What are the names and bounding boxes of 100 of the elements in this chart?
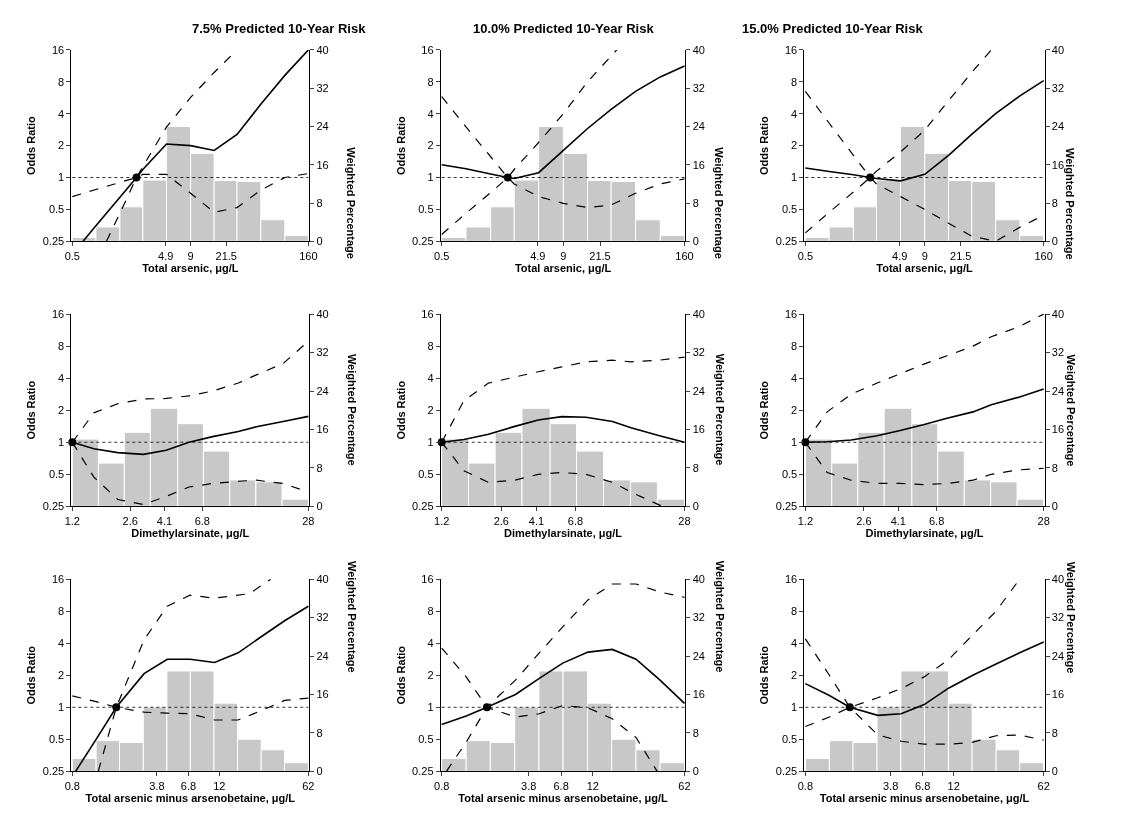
- y2-tick-label: 16: [1051, 158, 1065, 171]
- y-tick-label: 8: [427, 340, 434, 352]
- y-tick-label: 4: [58, 637, 65, 650]
- y2-tick-label: 0: [692, 500, 699, 513]
- y-tick-label: 0.25: [42, 765, 65, 778]
- y2-tick-label: 24: [692, 120, 705, 133]
- y-axis-title: Odds Ratio: [394, 380, 407, 440]
- y-tick-label: 1: [791, 171, 798, 184]
- x-tick-label: 9: [921, 249, 928, 262]
- y2-tick-label: 16: [692, 423, 705, 436]
- x-tick-label: 2.6: [856, 514, 872, 527]
- y2-tick-label: 24: [692, 384, 705, 397]
- y2-tick-label: 24: [692, 649, 705, 662]
- y-tick-label: 4: [58, 107, 65, 120]
- y2-tick-label: 8: [692, 726, 699, 739]
- x-tick-label: 6.8: [194, 514, 210, 527]
- y2-tick-label: 40: [316, 43, 329, 56]
- y2-tick-label: 32: [692, 346, 705, 359]
- y2-axis-title: Weighted Percentage: [344, 147, 357, 259]
- y2-tick-label: 0: [1051, 235, 1058, 248]
- x-axis-title: Dimethylarsinate, μg/L: [865, 526, 984, 539]
- y-tick-label: 4: [791, 637, 798, 650]
- x-axis-title: Dimethylarsinate, μg/L: [504, 526, 623, 539]
- x-tick-label: 28: [1037, 514, 1050, 527]
- y-tick-label: 8: [427, 75, 434, 88]
- x-tick-label: 6.8: [567, 514, 584, 527]
- y2-tick-label: 40: [316, 572, 329, 585]
- y2-tick-label: 16: [692, 688, 705, 701]
- x-axis-title: Total arsenic, μg/L: [514, 261, 612, 274]
- y-tick-label: 0.5: [418, 468, 434, 481]
- y-tick-label: 4: [791, 372, 798, 385]
- y-tick-label: 4: [427, 107, 434, 120]
- x-tick-label: 1.2: [797, 514, 814, 527]
- x-tick-label: 9: [187, 249, 194, 262]
- y-tick-label: 0.25: [42, 235, 65, 248]
- y2-tick-label: 8: [1051, 726, 1058, 739]
- y2-tick-label: 0: [692, 235, 699, 248]
- y-tick-label: 16: [784, 307, 798, 320]
- y2-tick-label: 0: [316, 765, 323, 778]
- y2-tick-label: 8: [692, 196, 699, 209]
- y-tick-label: 16: [51, 307, 65, 320]
- y2-tick-label: 24: [316, 384, 329, 397]
- x-tick-label: 62: [1037, 779, 1050, 792]
- x-tick-label: 2.6: [122, 514, 138, 527]
- y2-tick-label: 32: [1051, 346, 1065, 359]
- y-tick-label: 16: [421, 572, 434, 585]
- y2-tick-label: 32: [1051, 82, 1065, 95]
- y-tick-label: 0.5: [418, 733, 434, 746]
- x-tick-label: 28: [678, 514, 691, 527]
- x-tick-label: 160: [675, 249, 694, 262]
- x-tick-label: 1.2: [64, 514, 80, 527]
- y-tick-label: 0.5: [48, 468, 65, 481]
- y-tick-label: 8: [427, 605, 434, 618]
- y2-tick-label: 32: [316, 611, 329, 624]
- x-tick-label: 3.8: [883, 779, 899, 792]
- y-tick-label: 4: [791, 107, 798, 120]
- y-tick-label: 8: [791, 75, 798, 88]
- y-tick-label: 0.5: [48, 203, 65, 216]
- y2-axis-title: Weighted Percentage: [713, 147, 726, 259]
- y2-tick-label: 40: [1051, 572, 1065, 585]
- y-axis-title: Odds Ratio: [758, 645, 771, 705]
- y-axis-title: Odds Ratio: [25, 380, 38, 440]
- x-tick-label: 0.8: [797, 779, 814, 792]
- y-tick-label: 2: [427, 139, 434, 152]
- y-tick-label: 16: [421, 307, 434, 320]
- y-tick-label: 16: [51, 43, 65, 56]
- y2-tick-label: 24: [1051, 649, 1065, 662]
- y-axis-title: Odds Ratio: [758, 380, 771, 440]
- x-tick-label: 1.2: [434, 514, 450, 527]
- x-tick-label: 6.8: [928, 514, 945, 527]
- y-tick-label: 0.5: [781, 468, 798, 481]
- y2-tick-label: 32: [316, 346, 329, 359]
- y-tick-label: 16: [51, 572, 65, 585]
- y2-tick-label: 16: [1051, 423, 1065, 436]
- x-tick-label: 4.9: [892, 249, 908, 262]
- chart-title: 7.5% Predicted 10-Year Risk: [192, 21, 367, 36]
- y2-tick-label: 16: [316, 423, 329, 436]
- y-axis-title: Odds Ratio: [394, 115, 407, 175]
- y2-tick-label: 16: [692, 158, 705, 171]
- x-axis-title: Total arsenic minus arsenobetaine, μg/L: [458, 791, 669, 804]
- y2-tick-label: 24: [316, 120, 329, 133]
- y2-tick-label: 16: [316, 158, 329, 171]
- y2-tick-label: 40: [692, 572, 705, 585]
- y-tick-label: 1: [427, 701, 434, 714]
- y-tick-label: 8: [791, 340, 798, 352]
- y-tick-label: 1: [791, 436, 798, 449]
- chart-title: 15.0% Predicted 10-Year Risk: [742, 21, 924, 36]
- x-tick-label: 28: [302, 514, 315, 527]
- y-axis-title: Odds Ratio: [25, 115, 38, 175]
- y-tick-label: 0.25: [412, 500, 434, 513]
- y2-tick-label: 40: [692, 43, 705, 56]
- y2-tick-label: 32: [692, 611, 705, 624]
- y2-tick-label: 0: [1051, 765, 1058, 778]
- x-axis-title: Total arsenic, μg/L: [876, 261, 973, 274]
- x-axis-title: Dimethylarsinate, μg/L: [131, 526, 250, 539]
- y-tick-label: 0.5: [48, 733, 65, 746]
- y-tick-label: 4: [427, 372, 434, 385]
- y-tick-label: 2: [427, 404, 434, 417]
- x-tick-label: 3.8: [521, 779, 537, 792]
- x-tick-label: 21.5: [950, 249, 972, 262]
